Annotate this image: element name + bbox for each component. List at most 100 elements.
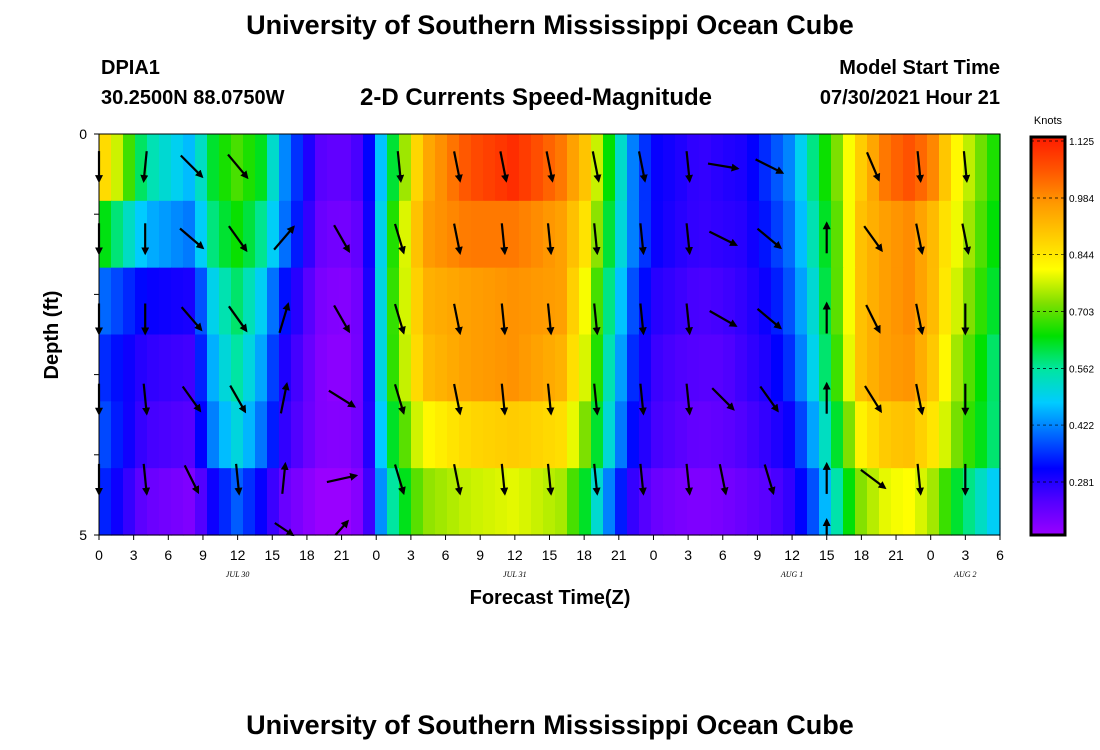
heatmap-cell [195,334,208,402]
current-vector-arrow [227,153,249,180]
current-vector-arrow [916,463,924,496]
heatmap-cell [351,200,364,269]
heatmap-cell [303,200,316,269]
current-vector-arrow [638,463,647,496]
current-vector-arrow [685,303,693,336]
heatmap-cell [399,134,412,202]
heatmap-cell [879,334,892,402]
heatmap-cell [855,267,868,336]
heatmap-cell [495,200,508,269]
heatmap-cell [459,401,472,469]
heatmap-cell [687,267,700,336]
heatmap-cell [783,267,796,336]
heatmap-cell [327,267,340,336]
heatmap-cell [831,267,844,336]
x-tick-label: 15 [542,547,558,563]
heatmap-cell [543,334,556,402]
heatmap-cell [375,468,388,536]
current-vector-arrow [234,463,243,496]
heatmap-cell [567,200,580,269]
heatmap-cell [543,468,556,536]
heatmap-cell [807,134,820,202]
current-vector-arrow [280,461,289,494]
heatmap-cell [423,267,436,336]
heatmap-cell [351,468,364,536]
heatmap-cell [759,267,772,336]
heatmap-cell [591,267,604,336]
heatmap-cell [519,134,532,202]
heatmap-cell [279,200,292,269]
heatmap-cell [423,468,436,536]
heatmap-cell [903,134,916,202]
heatmap-cell [555,401,568,469]
heatmap-cell [531,401,544,469]
heatmap-cell [483,134,496,202]
heatmap-cell [387,134,400,202]
colorbar-tick-label: 0.844 [1069,251,1094,262]
heatmap-cell [231,200,244,269]
heatmap-cell [147,334,160,402]
heatmap-cell [459,334,472,402]
footer-title: University of Southern Mississippi Ocean… [246,710,854,740]
heatmap-cell [699,468,712,536]
heatmap-cell [483,267,496,336]
heatmap-cell [459,267,472,336]
heatmap-cell [495,334,508,402]
current-vector-arrow [638,303,647,336]
heatmap-cell [723,468,736,536]
x-tick-label: 15 [819,547,835,563]
heatmap-cell [987,267,1000,336]
heatmap-cell [171,334,184,402]
heatmap-cell [423,334,436,402]
current-vector-arrow [545,151,556,183]
current-vector-arrow [140,151,149,183]
current-vector-arrow [180,154,204,179]
x-tick-label: 9 [754,547,762,563]
current-vector-arrow [326,472,359,484]
heatmap-cell [183,401,196,469]
heatmap-cell [507,468,520,536]
heatmap-cell [543,267,556,336]
heatmap-cell [879,200,892,269]
heatmap-cell [159,334,172,402]
heatmap-cell [147,401,160,469]
current-vector-arrow [546,223,555,256]
current-vector-arrow [228,225,248,253]
heatmap-cell [975,334,988,402]
heatmap-cell [663,468,676,536]
heatmap-cell [351,401,364,469]
heatmap-cell [435,134,448,202]
current-vector-arrow [393,223,406,255]
x-tick-label: 18 [299,547,315,563]
heatmap-cell [279,401,292,469]
heatmap-cell [351,334,364,402]
heatmap-cell [591,200,604,269]
heatmap-cell [951,267,964,336]
heatmap-cell [807,401,820,469]
current-vector-arrow [638,223,647,256]
heatmap-cell [867,334,880,402]
current-vector-arrow [718,463,729,496]
heatmap-cell [519,401,532,469]
heatmap-cell [735,334,748,402]
heatmap-cell [915,468,928,536]
current-vector-arrow [915,223,925,255]
heatmap-cell [831,134,844,202]
current-vector-arrow [860,469,887,490]
current-vector-arrow [279,382,290,414]
x-tick-label: 0 [372,547,380,563]
heatmap-cell [843,401,856,469]
heatmap-cell [951,401,964,469]
heatmap-cell [855,468,868,536]
heatmap-cell [315,134,328,202]
heatmap-cell [399,200,412,269]
heatmap-cell [759,468,772,536]
heatmap-cell [255,334,268,402]
heatmap-cell [255,200,268,269]
heatmap-cell [939,134,952,202]
current-vector-arrow [229,385,247,414]
heatmap-cell [519,200,532,269]
heatmap-cell [471,468,484,536]
heatmap-cell [603,267,616,336]
heatmap-cell [903,468,916,536]
